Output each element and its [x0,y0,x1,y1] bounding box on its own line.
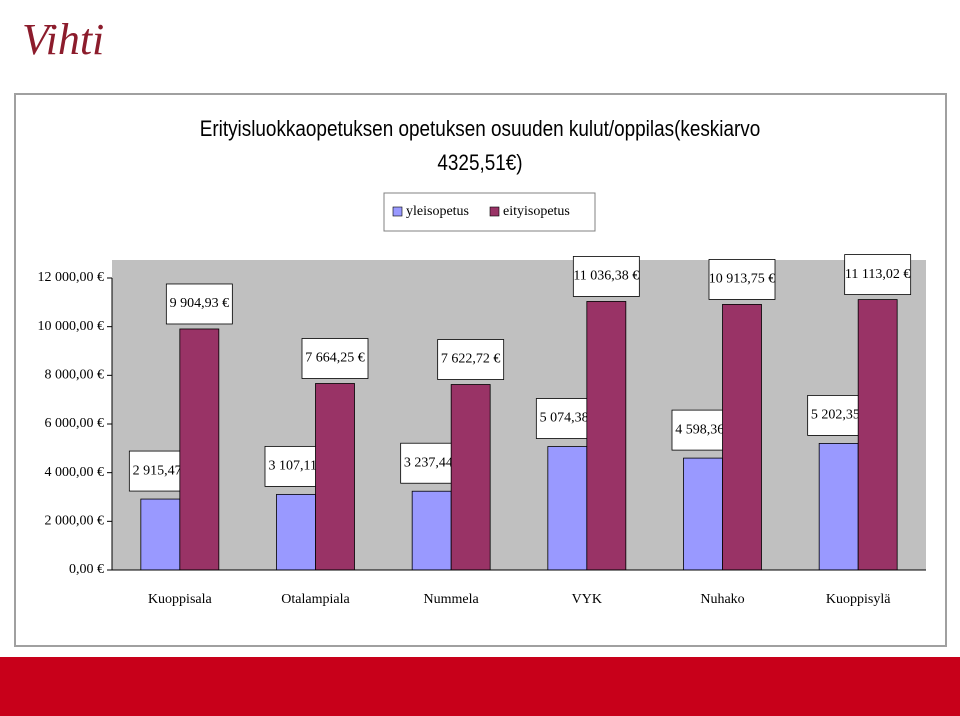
bar [818,443,859,571]
value-label: 3 237,44 € [404,455,464,470]
legend-box [383,192,596,232]
value-label-box [165,283,233,325]
x-tick-label: Nuhako [700,592,744,607]
x-tick-label: Kuoppisala [148,592,213,607]
bar [411,490,452,571]
legend-label: yleisopetus [406,204,469,219]
bar [683,457,723,571]
footer-band [0,657,960,716]
value-label-box [844,254,912,295]
legend-swatch [392,206,403,217]
bar [140,498,181,571]
value-label: 2 915,47 € [133,463,193,478]
bar [450,384,491,571]
value-label: 11 113,02 € [845,267,910,282]
value-label: 9 904,93 € [170,296,230,311]
y-tick-label: 0,00 € [69,562,104,577]
y-tick-label: 4 000,00 € [45,465,105,480]
legend-swatch [489,206,500,217]
bar [857,299,898,571]
x-tick-label: Kuoppisylä [826,592,891,607]
chart-title: Erityisluokkaopetuksen opetuksen osuuden… [199,116,761,175]
value-label: 5 202,35 € [811,408,871,423]
value-label: 7 664,25 € [305,351,365,366]
x-tick-label: Nummela [424,592,480,607]
logo: Vihti [22,15,105,64]
bar [179,328,220,571]
y-tick-label: 2 000,00 € [45,514,105,529]
y-tick-label: 10 000,00 € [38,319,105,334]
value-label-box [437,339,505,380]
x-tick-label: VYK [572,592,602,607]
value-label: 10 913,75 € [709,272,776,287]
value-label: 5 074,38 € [540,411,600,426]
value-label-box [301,338,369,379]
bar [276,493,316,571]
legend-label: eityisopetus [503,204,570,219]
value-label-box [572,256,640,297]
bar [547,446,588,571]
value-label: 3 107,11 € [269,459,328,474]
y-tick-label: 6 000,00 € [45,416,105,431]
value-label: 7 622,72 € [441,352,501,367]
value-label: 11 036,38 € [573,269,639,284]
y-tick-label: 12 000,00 € [38,270,105,285]
value-label: 4 598,36 € [675,422,735,437]
plot-area [112,260,926,570]
value-label-box [708,259,776,300]
x-tick-label: Otalampiala [281,592,350,607]
bar [315,383,355,571]
bar [586,301,627,571]
bar [722,304,762,571]
y-tick-label: 8 000,00 € [45,368,105,383]
